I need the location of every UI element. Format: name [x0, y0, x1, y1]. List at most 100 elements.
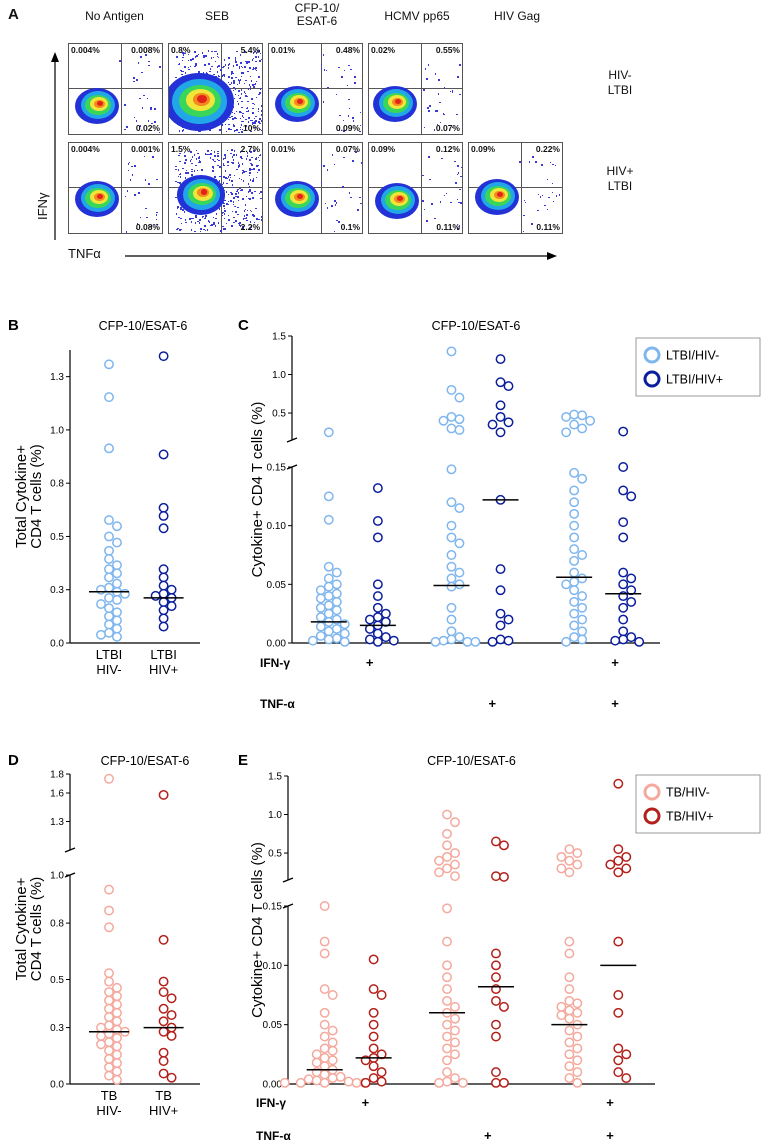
quadrant-gate-vertical [521, 143, 522, 233]
quadrant-percent-tl: 0.02% [371, 45, 396, 55]
event-dot [179, 173, 181, 176]
data-point-tb-hiv- [564, 1005, 575, 1016]
event-dot [205, 215, 207, 217]
data-point-tb-hiv- [442, 863, 452, 874]
event-dot [249, 169, 251, 172]
data-point-tb-hiv- [556, 863, 567, 874]
event-dot [216, 71, 219, 73]
event-dot [195, 164, 197, 167]
flow-plot-r2-c2: 1.5% 2.7% 2.2% [168, 142, 263, 234]
event-dot [261, 64, 262, 67]
event-dot [443, 113, 445, 116]
data-point-tb-hiv- [319, 1019, 330, 1030]
data-point-ltbi-hiv- [96, 584, 106, 595]
event-dot [193, 170, 196, 172]
column-header-seb: SEB [204, 9, 229, 23]
event-dot [260, 191, 262, 193]
legend-marker [643, 783, 661, 801]
data-point-ltbi-hiv- [331, 567, 342, 578]
event-dot [222, 158, 225, 160]
event-dot [245, 60, 247, 63]
density-contour [200, 189, 208, 195]
event-dot [434, 217, 436, 220]
event-dot [524, 201, 527, 204]
event-dot [343, 156, 345, 159]
event-dot [223, 207, 226, 210]
column-header-hcmv-pp65: HCMV pp65 [384, 9, 450, 23]
data-point-ltbi-hiv- [495, 634, 506, 645]
event-dot [181, 73, 183, 76]
data-point-tb-hiv- [360, 1077, 371, 1088]
event-dot [124, 195, 127, 198]
event-dot [155, 214, 158, 216]
event-dot [439, 101, 441, 104]
event-dot [192, 217, 194, 220]
event-dot [222, 66, 224, 69]
data-point-ltbi-hiv- [454, 392, 465, 403]
event-dot [146, 97, 149, 100]
event-dot [456, 113, 458, 116]
event-dot [246, 62, 249, 64]
event-dot [231, 225, 233, 227]
event-dot [159, 66, 161, 68]
event-dot [246, 107, 249, 109]
event-dot [251, 164, 253, 166]
event-dot [250, 210, 253, 213]
data-point-tb-hiv- [112, 1024, 122, 1035]
event-dot [259, 88, 262, 90]
data-point-ltbi-hiv- [561, 636, 572, 647]
event-dot [235, 211, 237, 213]
data-point-tb-hiv- [368, 1061, 379, 1072]
event-dot [246, 95, 249, 98]
data-point-ltbi-hiv- [495, 377, 506, 388]
event-dot [223, 75, 226, 77]
chart-title: CFP-10/ESAT-6 [99, 319, 188, 333]
data-point-ltbi-hiv- [454, 567, 465, 578]
data-point-tb-hiv- [158, 987, 169, 997]
y-axis-label: Total Cytokine+CD4 T cells (%) [13, 444, 45, 548]
event-dot [145, 207, 147, 210]
event-dot [233, 97, 236, 100]
data-point-tb-hiv- [112, 1058, 122, 1069]
event-dot [232, 186, 234, 189]
event-dot [333, 163, 336, 166]
data-point-tb-hiv- [572, 848, 583, 858]
event-dot [136, 79, 138, 81]
data-point-ltbi-hiv- [158, 502, 169, 513]
event-dot [350, 196, 352, 199]
event-dot [248, 117, 250, 119]
event-dot [204, 225, 206, 227]
quadrant-gate-horizontal [69, 88, 162, 89]
data-point-tb-hiv- [104, 1028, 114, 1039]
event-dot [195, 64, 197, 66]
data-point-ltbi-hiv- [104, 627, 114, 638]
event-dot [175, 168, 177, 171]
data-point-tb-hiv- [343, 1076, 354, 1087]
data-point-ltbi-hiv- [577, 591, 588, 602]
data-point-tb-hiv- [376, 1067, 387, 1078]
event-dot [225, 222, 228, 225]
ifn-plus-marker: + [362, 1095, 370, 1110]
event-dot [211, 224, 213, 226]
event-dot [244, 217, 246, 220]
event-dot [350, 68, 352, 71]
data-point-ltbi-hiv- [112, 595, 122, 605]
data-point-ltbi-hiv- [112, 537, 122, 548]
event-dot [334, 204, 337, 207]
event-dot [239, 126, 242, 129]
event-dot [203, 228, 205, 230]
event-dot [198, 71, 200, 73]
event-dot [253, 168, 255, 170]
event-dot [156, 178, 158, 181]
data-point-tb-hiv- [158, 1047, 169, 1058]
event-dot [343, 130, 345, 132]
event-dot [210, 149, 213, 152]
y-tick-label: 1.3 [50, 817, 64, 828]
event-dot [247, 100, 249, 103]
data-point-ltbi-hiv- [577, 602, 588, 613]
event-dot [235, 129, 237, 132]
event-dot [261, 185, 262, 187]
event-dot [238, 67, 241, 69]
event-dot [260, 105, 262, 107]
